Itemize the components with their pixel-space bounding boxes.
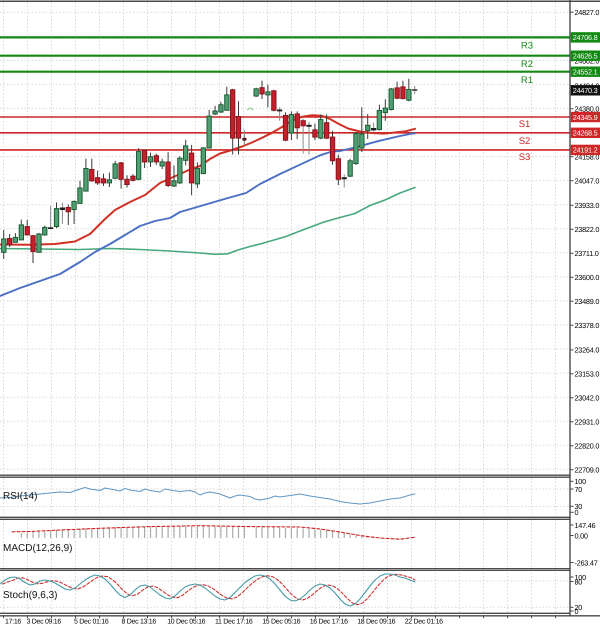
svg-text:0: 0: [575, 607, 579, 616]
svg-text:30: 30: [575, 502, 583, 511]
svg-text:70: 70: [575, 485, 583, 494]
svg-text:23822.0: 23822.0: [575, 225, 600, 234]
svg-text:17:16: 17:16: [5, 619, 21, 626]
svg-text:24345.9: 24345.9: [573, 113, 598, 122]
svg-text:100: 100: [575, 573, 587, 582]
svg-text:0.00: 0.00: [575, 531, 588, 540]
svg-text:23264.0: 23264.0: [575, 346, 600, 355]
svg-text:24158.0: 24158.0: [575, 153, 600, 162]
svg-text:3 Dec 09:16: 3 Dec 09:16: [27, 619, 62, 626]
svg-text:-263.47: -263.47: [575, 558, 598, 567]
svg-text:S1: S1: [519, 119, 531, 130]
svg-text:22820.0: 22820.0: [575, 442, 600, 451]
svg-text:20: 20: [575, 603, 583, 612]
svg-text:22 Dec 01:16: 22 Dec 01:16: [405, 619, 443, 626]
svg-text:Stoch(9,6,3): Stoch(9,6,3): [3, 590, 57, 601]
svg-text:24602.0: 24602.0: [575, 57, 600, 66]
svg-text:15 Dec 05:16: 15 Dec 05:16: [262, 619, 300, 626]
svg-text:MACD(12,26,9): MACD(12,26,9): [3, 543, 72, 554]
svg-text:10 Dec 05:16: 10 Dec 05:16: [167, 619, 205, 626]
svg-text:24552.1: 24552.1: [573, 68, 598, 77]
svg-text:22931.0: 22931.0: [575, 418, 600, 427]
svg-text:16 Dec 17:16: 16 Dec 17:16: [310, 619, 348, 626]
svg-text:R1: R1: [521, 75, 533, 86]
svg-text:23600.0: 23600.0: [575, 273, 600, 282]
svg-text:80: 80: [575, 577, 583, 586]
svg-text:8 Dec 13:16: 8 Dec 13:16: [122, 619, 157, 626]
svg-text:5 Dec 01:16: 5 Dec 01:16: [74, 619, 109, 626]
svg-text:S3: S3: [519, 152, 531, 163]
svg-text:23378.0: 23378.0: [575, 321, 600, 330]
svg-text:24706.8: 24706.8: [573, 33, 598, 42]
svg-text:23153.0: 23153.0: [575, 370, 600, 379]
svg-text:R2: R2: [521, 59, 533, 70]
svg-text:23711.0: 23711.0: [575, 249, 599, 258]
svg-text:24827.0: 24827.0: [575, 8, 600, 17]
svg-text:24047.0: 24047.0: [575, 177, 600, 186]
svg-text:24268.5: 24268.5: [573, 129, 598, 138]
svg-text:22709.0: 22709.0: [575, 466, 600, 475]
svg-text:23933.0: 23933.0: [575, 201, 600, 210]
svg-text:RSI(14): RSI(14): [3, 491, 37, 502]
svg-text:23042.0: 23042.0: [575, 394, 600, 403]
svg-text:S2: S2: [519, 136, 531, 147]
svg-text:24470.3: 24470.3: [573, 86, 598, 95]
svg-text:18 Dec 09:16: 18 Dec 09:16: [357, 619, 395, 626]
svg-text:24626.5: 24626.5: [573, 52, 598, 61]
svg-text:100: 100: [575, 477, 587, 486]
svg-text:R3: R3: [521, 41, 533, 52]
svg-text:24380.0: 24380.0: [575, 105, 600, 114]
svg-text:23489.0: 23489.0: [575, 297, 600, 306]
svg-text:11 Dec 17:16: 11 Dec 17:16: [215, 619, 253, 626]
svg-text:0: 0: [575, 508, 579, 517]
svg-text:24191.2: 24191.2: [573, 146, 598, 155]
svg-text:147.46: 147.46: [575, 521, 596, 530]
